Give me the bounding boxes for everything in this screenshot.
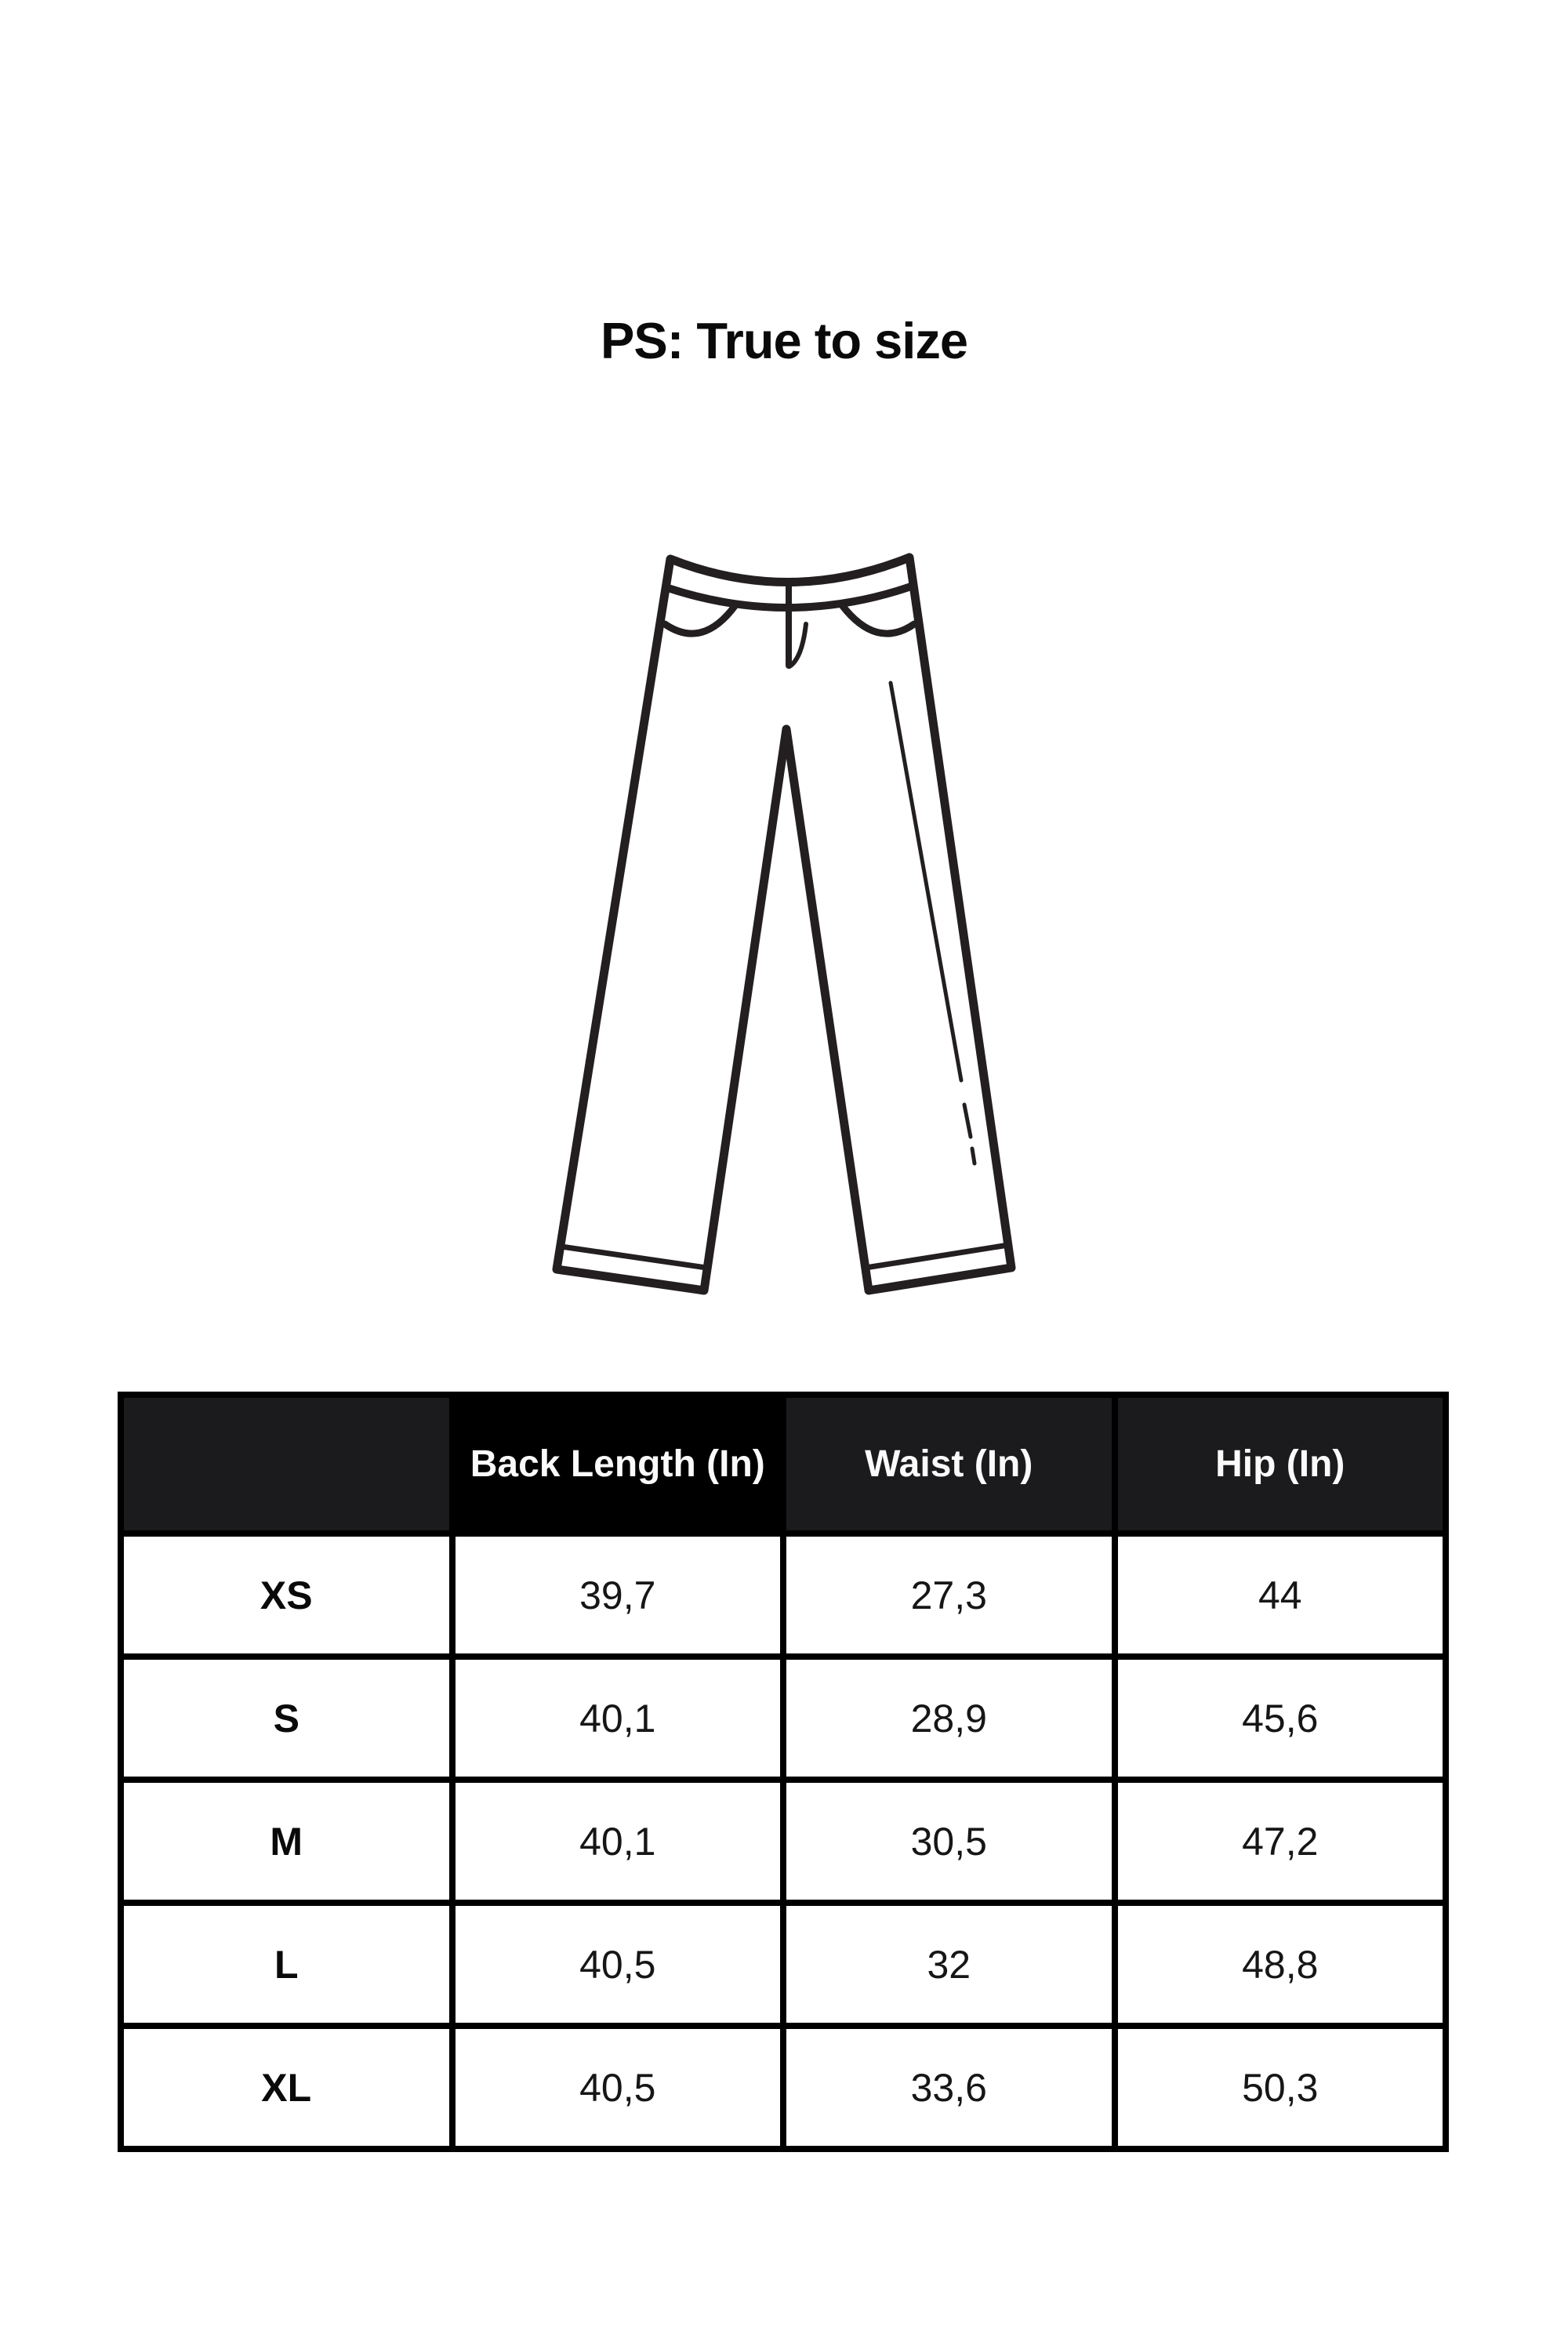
cell-m-waist: 30,5 bbox=[780, 1777, 1118, 1906]
col-header-waist: Waist (In) bbox=[780, 1392, 1118, 1537]
table-row-m: M 40,1 30,5 47,2 bbox=[118, 1777, 1449, 1906]
cell-l-waist: 32 bbox=[780, 1900, 1118, 2029]
pants-illustration bbox=[525, 543, 1043, 1316]
cell-xl-waist: 33,6 bbox=[780, 2023, 1118, 2152]
size-label-m: M bbox=[118, 1777, 456, 1906]
table-row-s: S 40,1 28,9 45,6 bbox=[118, 1653, 1449, 1783]
fly-curve bbox=[787, 622, 808, 669]
header-row: Back Length (In) Waist (In) Hip (In) bbox=[118, 1392, 1449, 1537]
right-pocket bbox=[838, 601, 918, 637]
size-table: Back Length (In) Waist (In) Hip (In) XS … bbox=[118, 1392, 1449, 2152]
cell-xl-hip: 50,3 bbox=[1111, 2023, 1449, 2152]
cell-l-hip: 48,8 bbox=[1111, 1900, 1449, 2029]
side-seam-dash bbox=[962, 1102, 973, 1139]
table-row-l: L 40,5 32 48,8 bbox=[118, 1900, 1449, 2029]
cell-xs-back-length: 39,7 bbox=[448, 1530, 786, 1660]
side-seam-dash bbox=[970, 1146, 977, 1166]
col-header-hip: Hip (In) bbox=[1111, 1392, 1449, 1537]
col-header-back-length: Back Length (In) bbox=[448, 1392, 786, 1537]
size-label-l: L bbox=[118, 1900, 456, 2029]
right-cuff-seam bbox=[862, 1242, 1011, 1271]
side-seam bbox=[888, 681, 964, 1083]
cell-l-back-length: 40,5 bbox=[448, 1900, 786, 2029]
size-label-xs: XS bbox=[118, 1530, 456, 1660]
cell-m-hip: 47,2 bbox=[1111, 1777, 1449, 1906]
left-cuff-seam bbox=[558, 1243, 710, 1271]
pants-outline bbox=[552, 553, 1016, 1295]
cell-s-waist: 28,9 bbox=[780, 1653, 1118, 1783]
left-pocket bbox=[661, 601, 739, 637]
size-label-xl: XL bbox=[118, 2023, 456, 2152]
pants-outline-drawing bbox=[552, 553, 1016, 1295]
cell-s-hip: 45,6 bbox=[1111, 1653, 1449, 1783]
col-header-size bbox=[118, 1392, 456, 1537]
cell-xs-waist: 27,3 bbox=[780, 1530, 1118, 1660]
cell-xl-back-length: 40,5 bbox=[448, 2023, 786, 2152]
table-row-xs: XS 39,7 27,3 44 bbox=[118, 1530, 1449, 1660]
table-row-xl: XL 40,5 33,6 50,3 bbox=[118, 2023, 1449, 2152]
cell-m-back-length: 40,1 bbox=[448, 1777, 786, 1906]
cell-xs-hip: 44 bbox=[1111, 1530, 1449, 1660]
page-title: PS: True to size bbox=[600, 312, 968, 369]
size-label-s: S bbox=[118, 1653, 456, 1783]
cell-s-back-length: 40,1 bbox=[448, 1653, 786, 1783]
